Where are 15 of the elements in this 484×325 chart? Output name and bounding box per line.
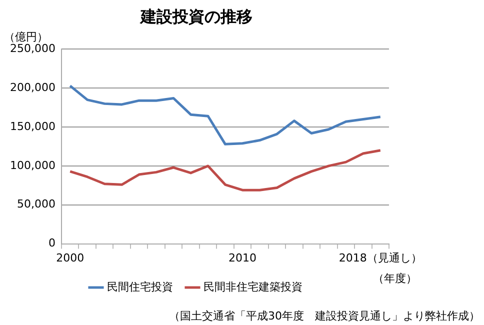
y-axis-title: （億円）	[4, 30, 48, 44]
y-tick-label: 150,000	[10, 120, 56, 133]
chart-title: 建設投資の推移	[138, 6, 252, 26]
legend-label: 民間住宅投資	[107, 280, 173, 294]
y-tick-label: 200,000	[10, 80, 56, 94]
y-tick-label: 250,000	[10, 42, 56, 56]
text: （国土交通省「平成30年度 建設投資見通し」より弊社作成）	[169, 309, 480, 322]
y-tick-label: 50,000	[16, 198, 56, 211]
x-tick-label: 2010	[228, 251, 256, 264]
x-axis-title: （年度）	[373, 272, 417, 285]
legend-label: 民間非住宅建築投資	[204, 280, 302, 294]
y-tick-label: 100,000	[10, 158, 56, 172]
y-tick-label: 0	[48, 236, 56, 250]
x-tick-label: 2018（見通し）	[338, 251, 422, 264]
x-tick-label: 2000	[56, 251, 84, 264]
